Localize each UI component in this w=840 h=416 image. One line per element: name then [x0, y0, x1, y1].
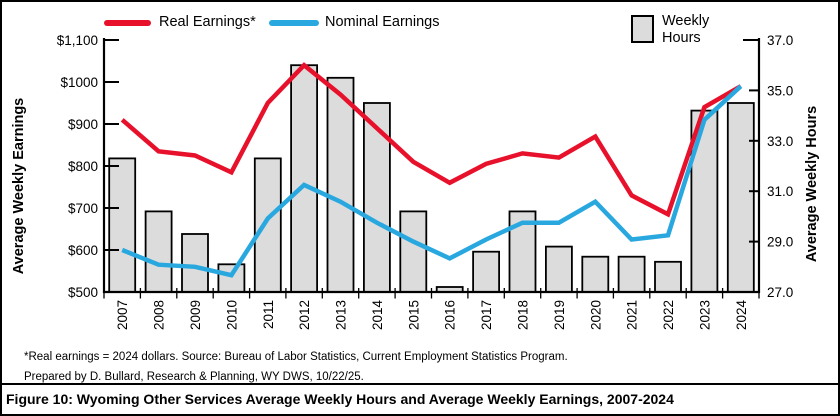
real-earnings-legend-label: Real Earnings*: [159, 14, 256, 30]
bar-2019: [545, 245, 573, 293]
weekly-hours-legend-swatch: [631, 15, 654, 43]
left-axis-tick-label: $900: [68, 117, 98, 132]
source-footnote: *Real earnings = 2024 dollars. Source: B…: [24, 347, 568, 387]
left-axis-title: Average Weekly Earnings: [11, 98, 27, 275]
x-axis-year-label: 2019: [552, 300, 567, 330]
weekly-hours-legend-label-line1: Weekly: [662, 13, 710, 29]
real-earnings-legend-swatch: [104, 20, 151, 26]
x-axis-year-label: 2023: [697, 300, 712, 330]
right-axis-tick-label: 33.0: [767, 134, 793, 149]
left-axis-tick-label: $1,100: [57, 33, 98, 48]
left-axis-tick-label: $800: [68, 159, 98, 174]
x-axis-year-label: 2010: [224, 300, 239, 330]
bar-2011: [253, 157, 282, 293]
left-axis-tick-label: $600: [68, 243, 98, 258]
nominal-earnings-line: [121, 84, 743, 278]
figure-caption: Figure 10: Wyoming Other Services Averag…: [2, 383, 838, 414]
weekly-hours-legend-label-line2: Hours: [662, 30, 701, 46]
nominal-earnings-legend-swatch: [269, 20, 319, 26]
bar-2014: [362, 102, 391, 293]
x-axis-year-label: 2011: [261, 300, 276, 329]
right-axis-tick-label: 37.0: [767, 33, 793, 48]
right-axis-tick-label: 29.0: [767, 235, 793, 250]
nominal-earnings-legend-label: Nominal Earnings: [325, 14, 440, 30]
footnote-line-1: *Real earnings = 2024 dollars. Source: B…: [24, 351, 568, 363]
x-axis-year-label: 2013: [334, 300, 349, 330]
bar-2024: [726, 102, 755, 293]
footnote-line-2: Prepared by D. Bullard, Research & Plann…: [24, 371, 364, 383]
left-axis-tick-label: $1000: [60, 75, 98, 90]
x-axis-year-label: 2016: [443, 300, 458, 330]
x-axis-year-label: 2015: [406, 300, 421, 330]
bar-2012: [290, 64, 319, 293]
bar-2008: [144, 210, 173, 293]
bar-2015: [399, 210, 428, 293]
weekly-hours-legend-label: Weekly Hours: [662, 13, 709, 47]
left-axis-tick-label: $700: [68, 201, 98, 216]
x-axis-year-label: 2018: [516, 300, 531, 330]
x-axis-year-label: 2024: [734, 300, 749, 331]
x-axis-year-label: 2021: [625, 300, 640, 330]
x-axis-year-label: 2008: [152, 300, 167, 330]
x-axis-year-label: 2022: [661, 300, 676, 330]
bar-2013: [326, 76, 355, 293]
chart-region: $500 $600 $700 $800 $900 $1000 $1,100 27.0 29.0 3…: [2, 2, 838, 344]
x-axis-year-label: 2014: [370, 300, 385, 331]
bar-2009: [181, 233, 209, 293]
right-axis-tick-label: 27.0: [767, 285, 793, 300]
x-axis-year-label: 2009: [188, 300, 203, 330]
bar-2021: [617, 255, 646, 293]
bar-2020: [581, 255, 610, 293]
bar-2007: [108, 157, 137, 293]
x-axis-year-label: 2012: [297, 300, 312, 330]
bar-2017: [472, 250, 501, 293]
combo-chart: $500 $600 $700 $800 $900 $1000 $1,100 27.0 29.0 3…: [11, 33, 820, 331]
right-axis-title: Average Weekly Hours: [804, 106, 820, 262]
x-axis-year-label: 2020: [588, 300, 603, 330]
real-earnings-line: [120, 62, 742, 218]
right-axis-tick-label: 31.0: [767, 184, 793, 199]
x-axis-year-label: 2017: [479, 300, 494, 330]
bar-2022: [654, 260, 682, 293]
right-axis-tick-label: 35.0: [767, 83, 793, 98]
left-axis-tick-label: $500: [68, 285, 98, 300]
bar-2010: [217, 263, 246, 293]
x-axis-year-label: 2007: [115, 300, 130, 330]
